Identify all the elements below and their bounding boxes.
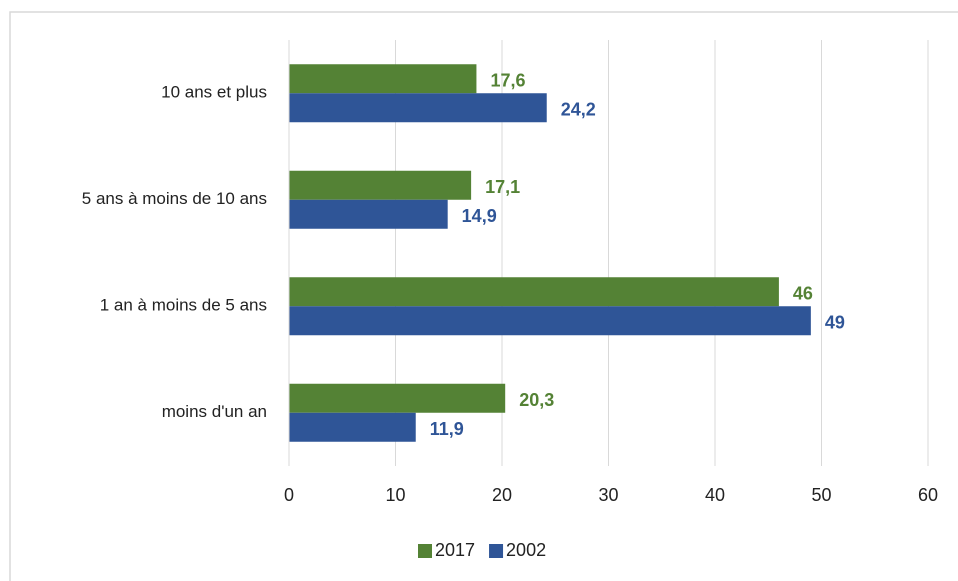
data-label: 49 — [825, 313, 845, 333]
bar — [289, 170, 472, 200]
x-tick-label: 30 — [598, 485, 618, 505]
y-tick-label: 10 ans et plus — [161, 83, 267, 102]
bar — [289, 412, 416, 442]
data-label: 14,9 — [462, 206, 497, 226]
data-label: 17,6 — [490, 71, 525, 91]
x-tick-label: 10 — [385, 485, 405, 505]
bar — [289, 306, 811, 336]
data-label: 46 — [793, 284, 813, 304]
bar — [289, 199, 448, 229]
x-tick-label: 50 — [811, 485, 831, 505]
bar — [289, 93, 547, 123]
y-tick-label: moins d'un an — [162, 402, 267, 421]
bar — [289, 277, 779, 307]
chart-border — [9, 11, 958, 581]
bar — [289, 64, 477, 94]
x-tick-label: 20 — [492, 485, 512, 505]
legend-label: 2002 — [506, 540, 546, 560]
data-label: 20,3 — [519, 390, 554, 410]
y-tick-label: 5 ans à moins de 10 ans — [82, 189, 267, 208]
bar — [289, 383, 506, 413]
x-tick-label: 60 — [918, 485, 938, 505]
y-tick-label: 1 an à moins de 5 ans — [100, 296, 267, 315]
data-label: 24,2 — [561, 100, 596, 120]
data-label: 17,1 — [485, 177, 520, 197]
legend-label: 2017 — [435, 540, 475, 560]
x-tick-label: 40 — [705, 485, 725, 505]
legend-swatch — [489, 544, 504, 558]
x-tick-label: 0 — [284, 485, 294, 505]
legend-swatch — [418, 544, 432, 558]
data-label: 11,9 — [430, 419, 464, 439]
